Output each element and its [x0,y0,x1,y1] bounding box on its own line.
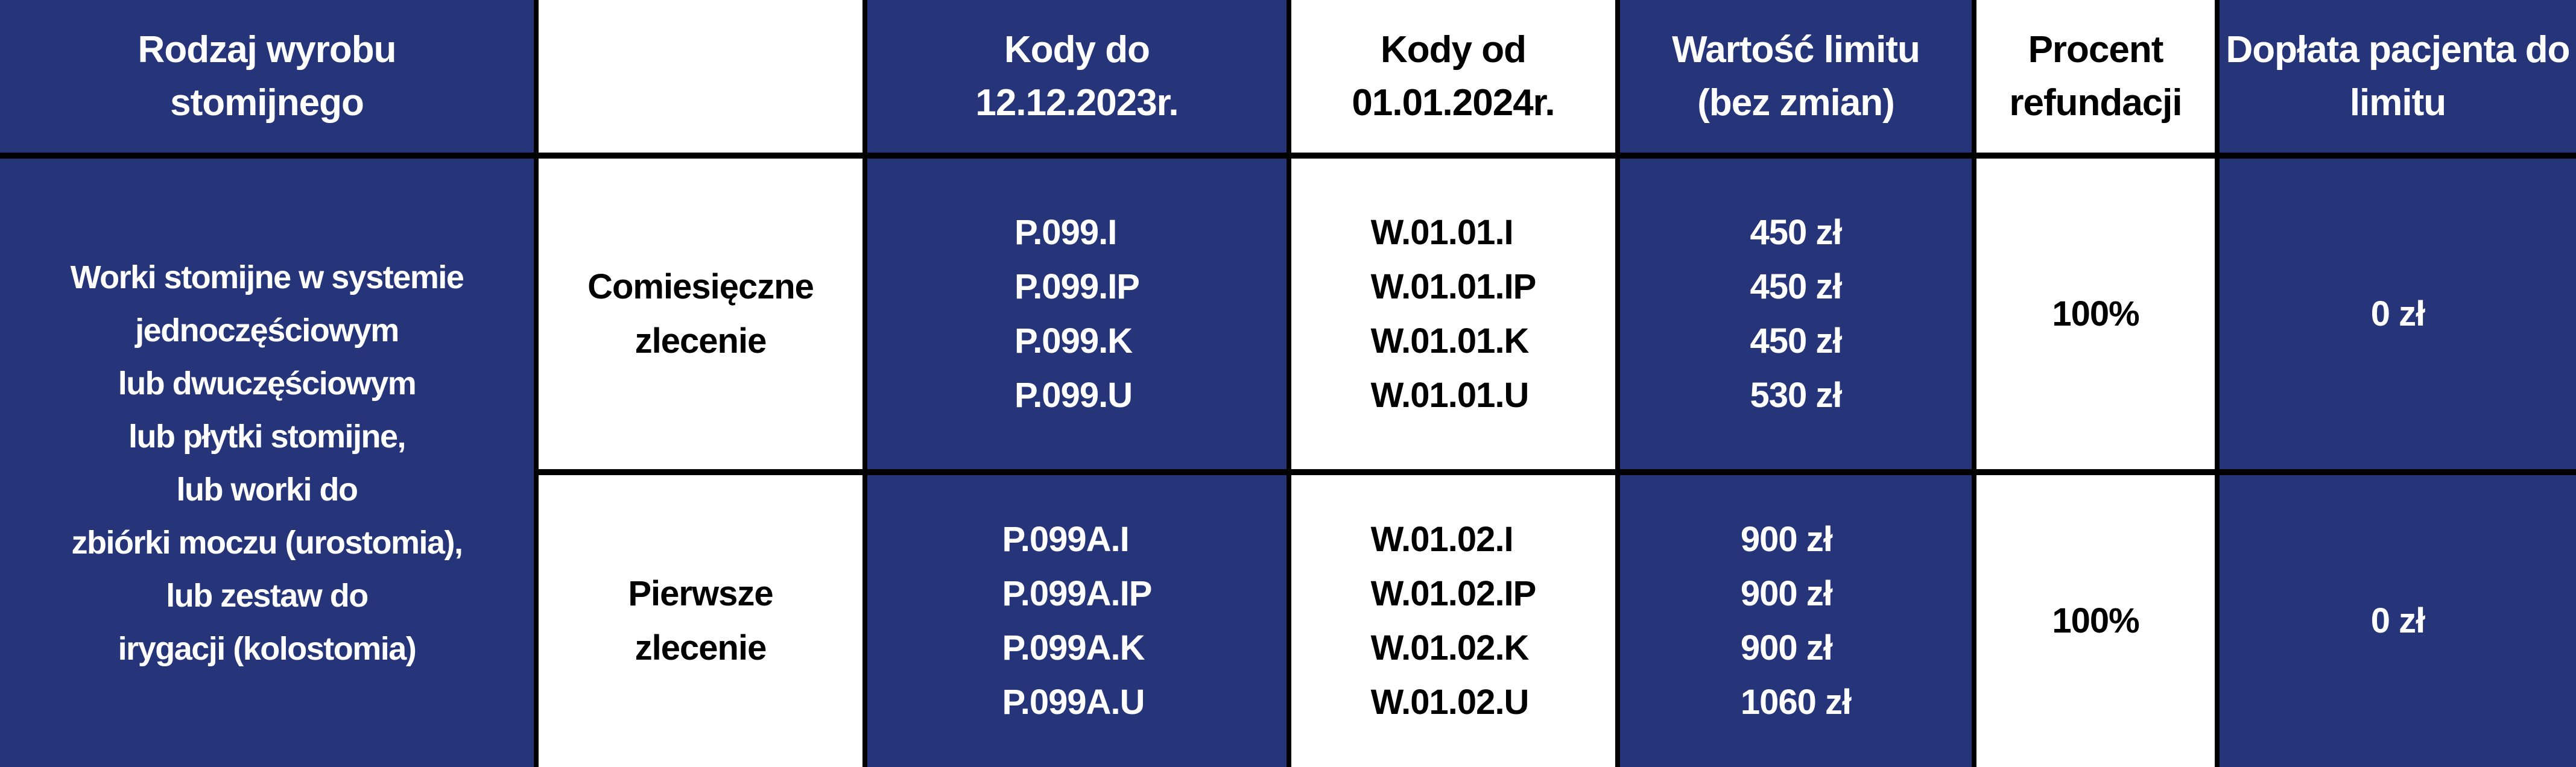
patient-copay: 0 zł [2220,159,2576,469]
codes-until-cell: P.099A.I P.099A.IP P.099A.K P.099A.U [867,475,1286,767]
header-patient-copay: Dopłata pacjenta do limitu [2220,0,2576,153]
codes-until-cell: P.099.I P.099.IP P.099.K P.099.U [867,159,1286,469]
code: W.01.01.IP [1370,267,1537,306]
code: W.01.02.IP [1370,574,1537,613]
code: P.099.I [1014,212,1117,252]
code: P.099.IP [1014,267,1140,306]
code: P.099.K [1014,321,1133,361]
limit-value: 450 zł [1750,267,1843,306]
codes-from-list: W.01.02.I W.01.02.IP W.01.02.K W.01.02.U [1370,513,1537,730]
code: P.099A.U [1002,683,1145,722]
limit-value: 900 zł [1740,520,1833,559]
header-refund-percent: Procent refundacji [1976,0,2215,153]
limit-value: 900 zł [1740,628,1833,668]
limit-value: 450 zł [1750,212,1843,252]
code: W.01.01.K [1370,321,1530,361]
codes-until-list: P.099.I P.099.IP P.099.K P.099.U [1014,206,1140,423]
codes-from-cell: W.01.02.I W.01.02.IP W.01.02.K W.01.02.U [1291,475,1615,767]
code: P.099A.IP [1002,574,1153,613]
code: W.01.02.K [1370,628,1530,668]
code: W.01.01.U [1370,375,1530,415]
header-codes-until: Kody do 12.12.2023r. [867,0,1286,153]
refund-percent: 100% [1976,475,2215,767]
refund-percent: 100% [1976,159,2215,469]
codes-from-cell: W.01.01.I W.01.01.IP W.01.01.K W.01.01.U [1291,159,1615,469]
limit-value: 1060 zł [1740,683,1852,722]
header-codes-from: Kody od 01.01.2024r. [1291,0,1615,153]
patient-copay: 0 zł [2220,475,2576,767]
header-product-type: Rodzaj wyrobu stomijnego [0,0,534,153]
header-blank [539,0,862,153]
limits-list: 900 zł 900 zł 900 zł 1060 zł [1740,513,1852,730]
limit-value: 900 zł [1740,574,1833,613]
limits-cell: 900 zł 900 zł 900 zł 1060 zł [1620,475,1972,767]
order-type: Comiesięczne zlecenie [539,159,862,469]
limit-value: 530 zł [1750,375,1843,415]
product-description: Worki stomijne w systemie jednoczęściowy… [0,159,534,767]
limits-cell: 450 zł 450 zł 450 zł 530 zł [1620,159,1972,469]
code: P.099A.K [1002,628,1145,668]
codes-until-list: P.099A.I P.099A.IP P.099A.K P.099A.U [1002,513,1153,730]
limit-value: 450 zł [1750,321,1843,361]
code: W.01.02.I [1370,520,1514,559]
codes-from-list: W.01.01.I W.01.01.IP W.01.01.K W.01.01.U [1370,206,1537,423]
order-type: Pierwsze zlecenie [539,475,862,767]
code: P.099A.I [1002,520,1130,559]
code: W.01.01.I [1370,212,1514,252]
code: W.01.02.U [1370,683,1530,722]
code: P.099.U [1014,375,1133,415]
header-limit-value: Wartość limitu (bez zmian) [1620,0,1972,153]
limits-list: 450 zł 450 zł 450 zł 530 zł [1750,206,1843,423]
